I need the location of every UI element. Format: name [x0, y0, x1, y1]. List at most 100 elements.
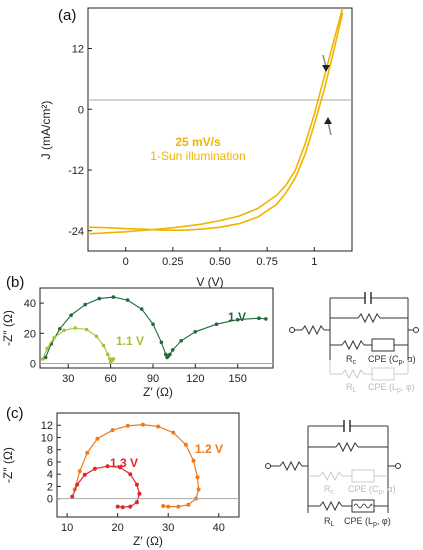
terminal-right-b: [413, 327, 419, 333]
y-tick-label: 0: [30, 358, 36, 370]
parallel-resistor-b: [357, 312, 381, 324]
series-c: [57, 422, 239, 510]
data-point: [139, 307, 144, 311]
ylabel-b: -Z″ (Ω): [1, 310, 15, 346]
data-point: [69, 313, 73, 318]
y-tick-label: 12: [72, 44, 84, 56]
terminal-right-c: [395, 463, 401, 469]
panel-label-c: (c): [6, 405, 24, 422]
plot-frame-b: [39, 287, 274, 369]
arrow-down-head: [322, 65, 330, 72]
series-label-1-3v: 1.3 V: [110, 456, 138, 470]
ticks-b: 30 60 90 120 150 0 20 40: [24, 298, 247, 385]
series-label-1v: 1 V: [228, 310, 246, 324]
terminal-left-c: [265, 463, 271, 469]
x-tick-label: 0.50: [209, 256, 230, 268]
series-line: [87, 7, 344, 235]
ticks-a: 0 0.25 0.50 0.75 1 -24 -12 0 12: [68, 44, 317, 269]
data-point: [170, 348, 175, 352]
xlabel-b: Z′ (Ω): [143, 385, 173, 399]
y-tick-label: 2: [47, 481, 53, 493]
y-tick-label: 20: [24, 328, 36, 340]
data-point: [111, 295, 116, 299]
data-point: [159, 340, 164, 345]
data-point: [176, 504, 181, 509]
data-point: [125, 298, 130, 302]
data-point: [118, 465, 123, 470]
xlabel-a: V (V): [196, 275, 223, 289]
data-point: [186, 502, 191, 507]
y-tick-label: 0: [78, 104, 84, 116]
resistor-rc-b: [341, 339, 365, 351]
data-point: [85, 450, 90, 455]
data-point: [95, 436, 100, 441]
y-tick-label: 6: [47, 457, 53, 469]
resistor-rc-faded-c: [319, 470, 343, 482]
ylabel-c: -Z″ (Ω): [1, 447, 15, 483]
x-tick-label: 10: [61, 522, 73, 534]
series-resistor-b: [301, 324, 325, 336]
x-tick-label: 0.25: [162, 256, 183, 268]
data-point: [163, 352, 168, 357]
data-point: [214, 322, 219, 327]
series-label-1-2v: 1.2 V: [195, 442, 223, 456]
xlabel-c: Z′ (Ω): [133, 534, 163, 548]
y-tick-label: -12: [68, 165, 84, 177]
panel-b-nyquist: 30 60 90 120 150 0 20 40 Z′ (Ω) -Z″ (Ω) 1 V 1.1…: [1, 287, 274, 399]
x-tick-label: 0.75: [256, 256, 277, 268]
y-tick-label: 10: [41, 432, 53, 444]
data-point: [45, 346, 49, 351]
x-tick-label: 30: [62, 373, 74, 385]
data-point: [106, 352, 110, 357]
data-point: [235, 317, 240, 322]
data-point: [105, 464, 110, 469]
data-point: [58, 327, 62, 331]
data-point: [62, 328, 66, 333]
x-tick-label: 0: [123, 256, 129, 268]
data-point: [151, 322, 155, 327]
data-point: [137, 491, 142, 496]
cpe-cp-faded-c: [351, 469, 375, 483]
terminal-left-b: [289, 327, 295, 333]
label-rl-faded-b: RL: [346, 382, 357, 394]
label-rc-faded-c: Rc: [324, 484, 335, 496]
label-rl-c: RL: [324, 516, 335, 528]
data-point: [156, 424, 161, 429]
data-point: [179, 339, 183, 343]
panel-label-a: (a): [58, 7, 76, 24]
data-point: [41, 357, 45, 361]
cpe-lp-faded-b: [371, 367, 395, 381]
equivalent-circuit-c: Rc CPE (Cp, α) RL CPE (Lp, φ): [265, 420, 401, 528]
data-point: [196, 487, 201, 492]
ylabel-a: J (mA/cm²): [39, 101, 53, 160]
data-point: [110, 428, 115, 433]
data-point: [83, 302, 87, 307]
data-point: [70, 494, 75, 499]
series-line: [45, 296, 266, 359]
cpe-cp-b: [371, 338, 395, 352]
x-tick-label: 150: [229, 373, 247, 385]
data-point: [73, 326, 78, 330]
label-cpe-lp-faded-b: CPE (Lp, φ): [368, 382, 415, 394]
plot-frame-c: [56, 412, 240, 518]
x-tick-label: 60: [104, 373, 116, 385]
y-tick-label: 12: [41, 420, 53, 432]
data-point: [101, 343, 106, 348]
series-a: [87, 7, 344, 235]
data-point: [171, 430, 176, 435]
data-point: [257, 316, 261, 321]
data-point: [75, 482, 80, 487]
arrow-up-head: [324, 117, 332, 124]
data-point: [97, 296, 102, 301]
y-tick-label: 4: [47, 469, 53, 481]
data-point: [84, 327, 89, 332]
panel-label-b: (b): [6, 274, 24, 291]
scan-direction-arrows: [322, 54, 332, 136]
data-point: [120, 505, 125, 510]
y-tick-label: -24: [68, 226, 84, 238]
data-point: [191, 458, 196, 463]
